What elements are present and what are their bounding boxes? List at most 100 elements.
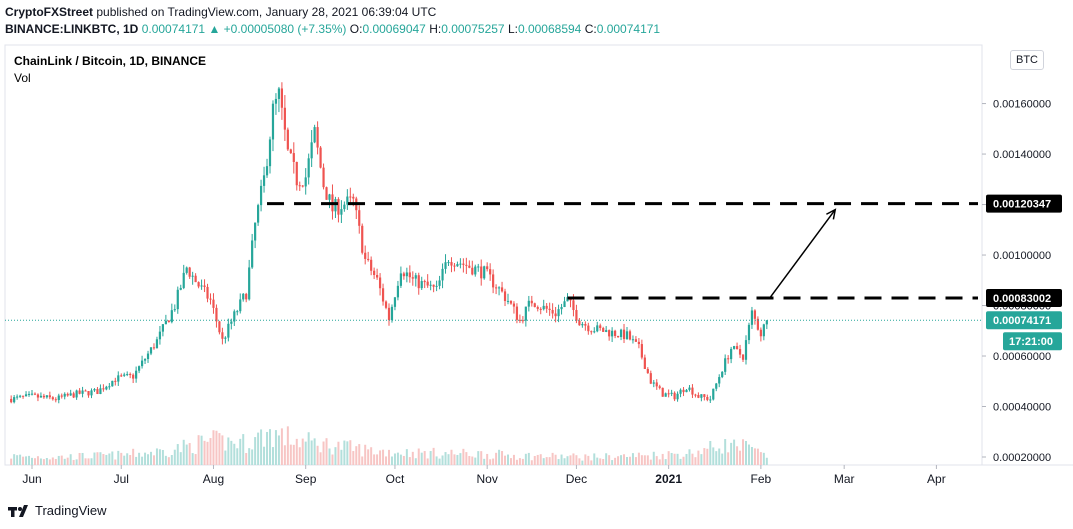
price-tick-label: 0.00040000 [993, 402, 1051, 414]
candle-body [140, 360, 144, 367]
candle-body [652, 382, 655, 384]
candle-body [36, 394, 40, 398]
price-tick-label: 0.00060000 [993, 351, 1051, 363]
candle-body [325, 187, 328, 200]
volume-bar [572, 453, 575, 465]
time-tick-label: Feb [751, 472, 772, 486]
price-tick-label: 0.00100000 [993, 250, 1051, 262]
time-tick-label: Nov [477, 472, 498, 486]
open-value: 0.00069047 [362, 22, 426, 36]
author-name[interactable]: CryptoFXStreet [5, 5, 94, 19]
volume-bar [453, 454, 456, 465]
candle-body [343, 204, 346, 210]
volume-bar [399, 454, 402, 465]
candle-body [132, 374, 135, 379]
volume-bar [459, 453, 462, 465]
candle-body [462, 263, 465, 265]
time-axis[interactable]: Jun Jul Aug Sep Oct Nov Dec 2021 Feb Mar Apr [22, 465, 946, 486]
volume-bar [593, 453, 596, 465]
volume-bar [343, 440, 346, 465]
candle-body [477, 266, 480, 268]
candle-body [200, 285, 203, 287]
volume-bar [105, 454, 108, 465]
volume-bar [765, 457, 768, 465]
volume-bar [634, 457, 637, 465]
candle-body [408, 272, 411, 278]
candle-body [218, 321, 221, 333]
volume-bar [99, 452, 102, 465]
volume-bar [292, 444, 295, 465]
candle-body [712, 388, 715, 400]
volume-bar [245, 453, 248, 465]
candle-body [551, 309, 554, 314]
candle-body [563, 301, 566, 308]
candle-body [13, 397, 16, 403]
volume-bar [16, 455, 19, 465]
volume-bar [388, 449, 390, 465]
candle-body [715, 383, 718, 389]
volume-bar [715, 451, 718, 465]
volume-bar [504, 455, 507, 465]
volume-bar [533, 455, 536, 465]
candle-body [236, 311, 239, 313]
volume-bar [22, 456, 25, 465]
candle-body [19, 395, 22, 397]
volume-bar [39, 458, 42, 465]
volume-bar [111, 451, 114, 465]
candle-body [599, 325, 602, 329]
volume-bar [703, 448, 706, 465]
volume-bar [331, 454, 334, 465]
candle-body [48, 395, 51, 398]
candle-body [215, 307, 218, 322]
volume-bar [429, 451, 432, 465]
series-legend-title: ChainLink / Bitcoin, 1D, BINANCE [14, 54, 206, 68]
volume-bar [48, 459, 51, 465]
volume-bar [664, 459, 667, 465]
volume-bar [611, 460, 614, 465]
time-tick-label: Aug [203, 472, 224, 486]
high-label: H: [429, 22, 442, 36]
volume-bar [393, 453, 396, 465]
candle-body [500, 287, 504, 292]
currency-button[interactable]: BTC [1010, 50, 1044, 70]
volume-bar [566, 456, 569, 465]
candle-body [495, 287, 498, 289]
volume-bar [370, 447, 373, 465]
symbol-name: BINANCE:LINKBTC, 1D [5, 22, 139, 36]
volume-bar [382, 449, 385, 465]
volume-bar [78, 452, 81, 465]
volume-bar [51, 457, 54, 465]
volume-bar [673, 453, 676, 465]
candle-body [634, 339, 638, 342]
candle-body [212, 299, 215, 308]
candle-body [509, 300, 513, 304]
candle-body [209, 298, 212, 300]
projection-arrow[interactable] [769, 209, 836, 299]
candle-body [578, 320, 581, 326]
volume-bar [161, 449, 164, 465]
candle-body [765, 320, 768, 325]
volume-bar [569, 455, 572, 465]
candle-body [432, 284, 435, 287]
candle-body [117, 375, 120, 382]
volume-bar [31, 457, 33, 465]
candle-body [548, 308, 551, 310]
volume-bar [10, 458, 13, 465]
volume-bar [557, 459, 560, 465]
candle-body [700, 394, 703, 398]
volume-bar [420, 452, 423, 465]
publish-info: published on TradingView.com, January 28… [93, 5, 437, 19]
price-axis[interactable]: 0.000200000.000400000.000600000.00080000… [982, 99, 1062, 464]
volume-bar [456, 454, 459, 465]
candle-body [602, 328, 605, 332]
candle-body [307, 158, 310, 178]
candle-body [310, 142, 313, 159]
volume-bar [277, 435, 280, 465]
candle-body [744, 340, 748, 360]
volume-bar [581, 460, 584, 465]
candle-body [489, 269, 492, 275]
candle-body [444, 262, 447, 269]
tradingview-branding[interactable]: TradingView [8, 503, 107, 518]
candle-body [164, 320, 167, 325]
